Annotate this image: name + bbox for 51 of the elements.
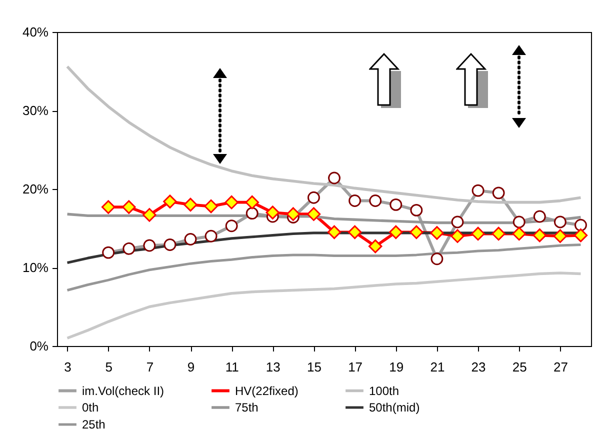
- point: [163, 194, 177, 208]
- y-tick-label: 20%: [22, 182, 49, 196]
- y-tick-label: 10%: [22, 260, 49, 275]
- point: [532, 228, 547, 242]
- legend-label: 75th: [235, 400, 258, 414]
- legend-label: 25th: [82, 418, 106, 432]
- point: [266, 206, 280, 220]
- legend-label: im.Vol(check II): [82, 384, 164, 398]
- x-tick-label: 21: [430, 360, 445, 374]
- point: [306, 207, 321, 221]
- point: [450, 229, 464, 243]
- point: [122, 200, 136, 214]
- x-tick-label: 15: [306, 360, 322, 374]
- x-tick-label: 17: [348, 360, 363, 374]
- x-tick-label: 23: [471, 360, 486, 374]
- point: [348, 225, 362, 240]
- point: [553, 229, 568, 243]
- x-tick-label: 19: [389, 360, 404, 374]
- point: [492, 226, 506, 241]
- y-tick-label: 40%: [22, 24, 49, 40]
- point: [389, 225, 403, 240]
- point: [142, 208, 156, 222]
- legend-label: HV(22fixed): [235, 384, 298, 398]
- point: [101, 200, 116, 214]
- legend-label: 100th: [369, 384, 400, 398]
- point: [184, 198, 198, 212]
- point: [574, 228, 588, 242]
- point: [286, 207, 300, 221]
- x-tick-label: 11: [225, 360, 239, 374]
- x-tick-label: 13: [266, 360, 280, 374]
- point: [204, 199, 218, 214]
- point: [471, 226, 485, 241]
- point: [512, 226, 526, 241]
- line-series: [66, 65, 582, 204]
- point: [430, 226, 444, 240]
- x-tick-label: 9: [187, 360, 195, 374]
- point: [245, 195, 259, 210]
- x-tick-label: 27: [553, 360, 568, 374]
- point: [410, 225, 424, 240]
- point: [224, 195, 238, 210]
- y-tick-label: 0%: [30, 338, 49, 354]
- legend-label: 50th(mid): [369, 400, 420, 414]
- legend-label: 0th: [82, 400, 99, 414]
- line-series: [66, 272, 582, 340]
- point: [327, 225, 342, 240]
- x-tick-label: 5: [105, 360, 112, 374]
- x-tick-label: 7: [146, 360, 154, 374]
- x-tick-label: 25: [512, 360, 527, 374]
- x-tick-label: 3: [64, 360, 72, 374]
- y-tick-label: 30%: [22, 103, 49, 118]
- point: [368, 239, 382, 254]
